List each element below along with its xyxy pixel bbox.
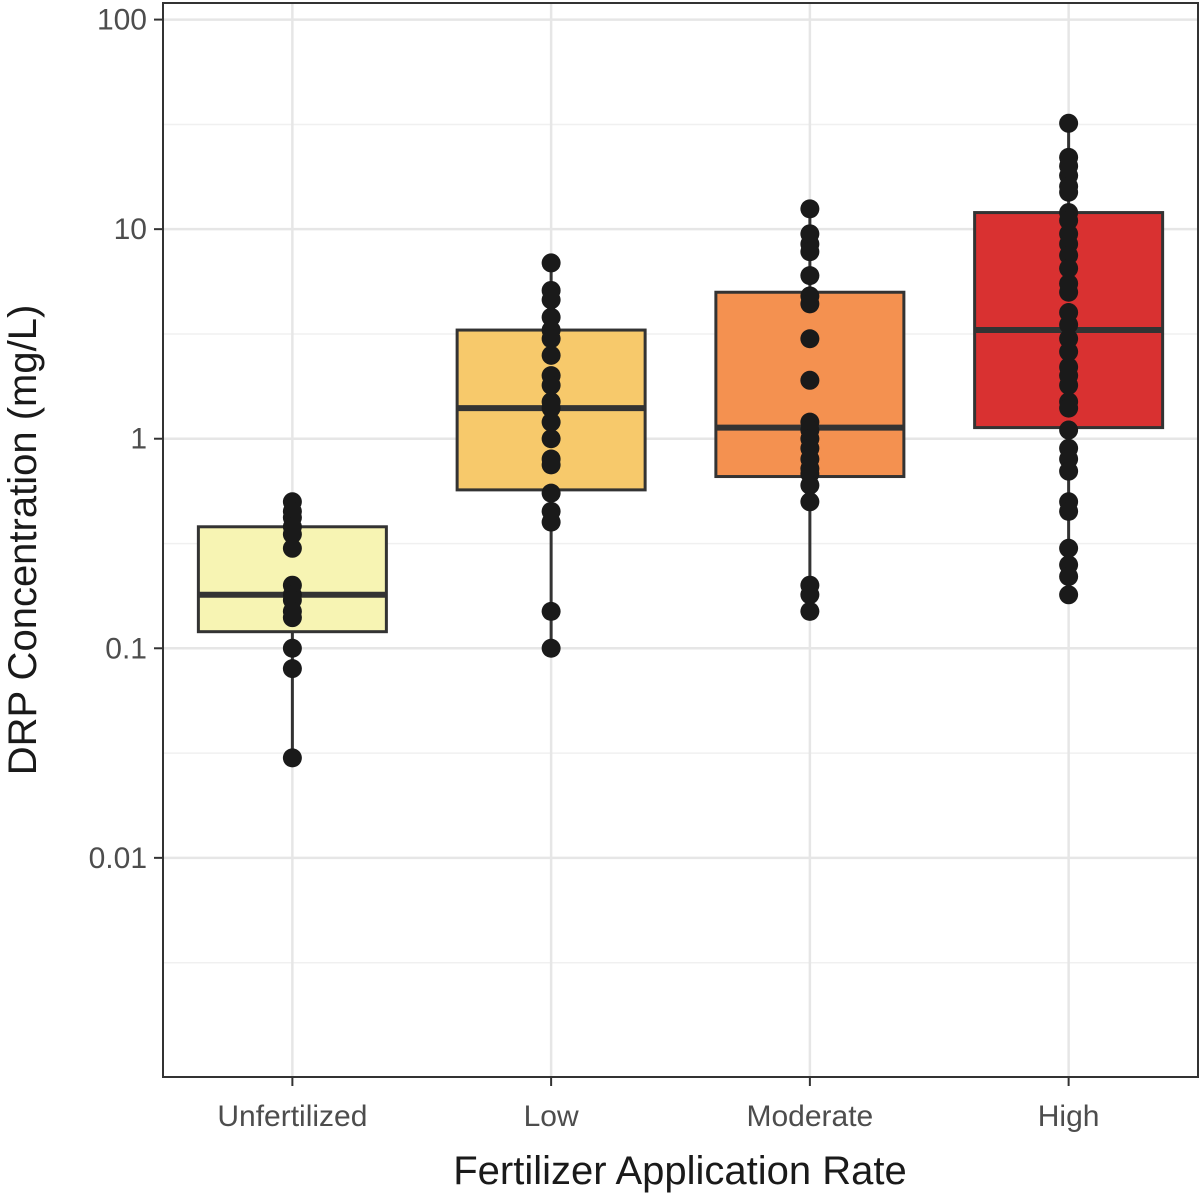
data-point	[282, 659, 302, 679]
box-group-moderate	[714, 199, 906, 621]
data-point	[541, 455, 561, 475]
data-point	[1059, 329, 1079, 349]
data-point	[1059, 538, 1079, 558]
x-tick-label: Low	[524, 1100, 579, 1133]
data-point	[541, 412, 561, 432]
data-point	[800, 266, 820, 286]
data-point	[541, 290, 561, 310]
data-point	[282, 524, 302, 544]
data-point	[1059, 585, 1079, 605]
data-point	[1059, 398, 1079, 418]
data-point	[282, 748, 302, 768]
x-tick-label: Moderate	[747, 1100, 874, 1133]
box-group-unfertilized	[196, 492, 388, 768]
data-point	[1059, 342, 1079, 362]
data-point	[800, 294, 820, 314]
data-point	[541, 345, 561, 365]
panel-border	[162, 2, 1199, 1078]
x-tick-label: High	[1038, 1100, 1100, 1133]
box-series	[196, 113, 1165, 768]
y-axis-title: DRP Concentration (mg/L)	[1, 305, 45, 776]
data-point	[541, 253, 561, 273]
x-axis: Unfertilized Low Moderate High	[217, 1077, 1099, 1133]
data-point	[541, 429, 561, 449]
data-point	[1059, 501, 1079, 521]
data-point	[800, 585, 820, 605]
data-point	[800, 199, 820, 219]
data-point	[800, 370, 820, 390]
data-point	[1059, 245, 1079, 265]
x-tick-label: Unfertilized	[217, 1100, 367, 1133]
data-point	[1059, 210, 1079, 230]
y-tick-label: 100	[97, 4, 147, 37]
data-point	[541, 375, 561, 395]
data-point	[282, 538, 302, 558]
data-point	[800, 475, 820, 495]
data-point	[282, 608, 302, 628]
data-point	[541, 601, 561, 621]
data-point	[800, 601, 820, 621]
data-point	[1059, 258, 1079, 278]
box-group-high	[973, 113, 1165, 605]
data-point	[1059, 282, 1079, 302]
data-point	[1059, 420, 1079, 440]
data-point	[1059, 315, 1079, 335]
data-point	[800, 242, 820, 262]
data-point	[541, 512, 561, 532]
data-point	[541, 329, 561, 349]
data-point	[541, 398, 561, 418]
y-tick-label: 0.01	[89, 842, 147, 875]
data-point	[1059, 182, 1079, 202]
y-tick-label: 10	[114, 213, 147, 246]
y-tick-label: 0.1	[105, 632, 147, 665]
data-point	[541, 483, 561, 503]
y-tick-label: 1	[130, 423, 147, 456]
data-point	[282, 638, 302, 658]
data-point	[541, 638, 561, 658]
data-point	[800, 329, 820, 349]
x-axis-title: Fertilizer Application Rate	[453, 1149, 907, 1193]
data-point	[1059, 461, 1079, 481]
data-point	[1059, 113, 1079, 133]
data-point	[1059, 375, 1079, 395]
data-point	[1059, 567, 1079, 587]
y-axis: 0.01 0.1 1 10 100	[89, 4, 163, 875]
data-point	[800, 492, 820, 512]
box-group-low	[455, 253, 647, 658]
